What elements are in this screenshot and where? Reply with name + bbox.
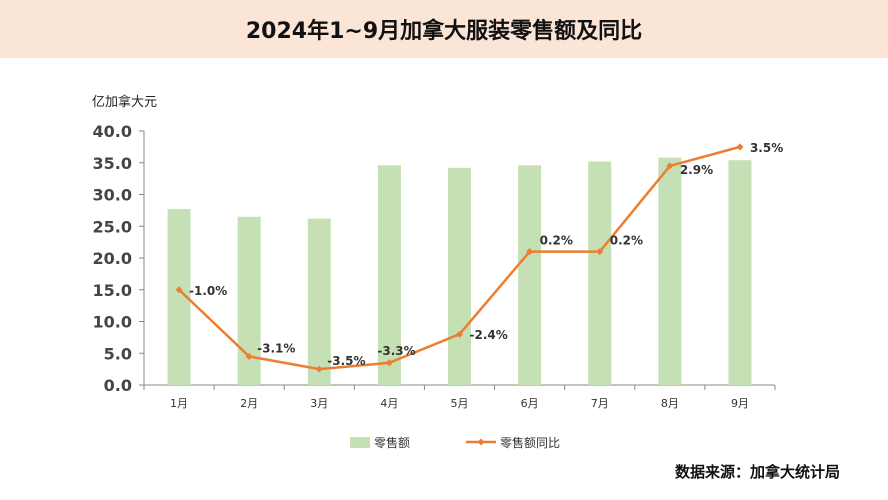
bar — [237, 216, 261, 385]
x-tick-label: 4月 — [380, 397, 398, 410]
line-point — [456, 330, 463, 338]
data-label: -3.5% — [327, 354, 365, 368]
y-tick-label: 30.0 — [93, 186, 132, 205]
title-bar: 2024年1~9月加拿大服装零售额及同比 — [0, 0, 888, 58]
line-point — [666, 162, 674, 170]
bar — [728, 160, 752, 385]
y-tick-label: 40.0 — [93, 122, 132, 141]
y-tick-label: 25.0 — [93, 217, 132, 236]
y-tick-label: 10.0 — [93, 313, 132, 332]
legend-swatch-bar — [350, 437, 370, 448]
y-tick-label: 35.0 — [93, 154, 132, 173]
x-tick-label: 5月 — [451, 397, 469, 410]
line-point — [526, 248, 534, 256]
data-label: 2.9% — [680, 163, 713, 177]
source-note: 数据来源：加拿大统计局 — [674, 463, 840, 481]
data-label: -2.4% — [470, 328, 508, 342]
bar — [307, 218, 331, 385]
line-point — [596, 248, 604, 256]
x-tick-label: 8月 — [661, 397, 679, 410]
bar — [658, 157, 682, 385]
data-label: 0.2% — [540, 234, 573, 248]
data-label: -3.1% — [257, 341, 295, 355]
bar — [377, 165, 401, 385]
legend-marker — [477, 438, 485, 446]
x-tick-label: 9月 — [731, 397, 749, 410]
data-label: -3.3% — [377, 344, 415, 358]
x-tick-label: 1月 — [170, 397, 188, 410]
legend-label-line: 零售额同比 — [500, 435, 560, 450]
bar — [518, 165, 542, 385]
line-point — [736, 143, 744, 151]
line-point — [385, 359, 393, 367]
legend-label-bar: 零售额 — [374, 435, 410, 450]
x-tick-label: 3月 — [310, 397, 328, 410]
x-tick-label: 6月 — [521, 397, 539, 410]
line-point — [315, 365, 323, 373]
y-tick-label: 15.0 — [93, 281, 132, 300]
line-point — [175, 286, 183, 294]
x-tick-label: 2月 — [240, 397, 258, 410]
x-tick-label: 7月 — [591, 397, 609, 410]
y-tick-label: 5.0 — [104, 344, 132, 363]
bar — [588, 161, 612, 385]
line-point — [245, 352, 253, 360]
bar — [167, 209, 191, 385]
y-axis-label: 亿加拿大元 — [92, 94, 157, 110]
chart-title: 2024年1~9月加拿大服装零售额及同比 — [245, 19, 643, 44]
bar — [448, 167, 471, 385]
y-tick-label: 0.0 — [104, 376, 132, 395]
y-tick-label: 20.0 — [93, 249, 132, 268]
data-label: 3.5% — [750, 141, 783, 155]
data-label: 0.2% — [610, 234, 643, 248]
data-label: -1.0% — [189, 284, 227, 298]
